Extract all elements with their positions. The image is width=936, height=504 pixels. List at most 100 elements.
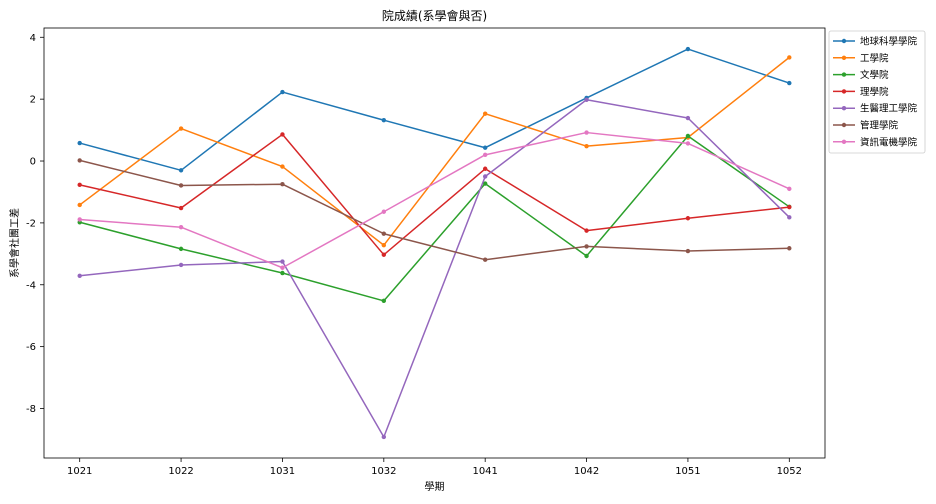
legend-swatch-marker [841, 122, 847, 128]
series-group [77, 132, 792, 257]
series-group [77, 97, 792, 440]
data-point [381, 242, 387, 248]
data-point [482, 152, 488, 158]
legend-box [828, 30, 926, 154]
data-point [787, 246, 792, 251]
series-line [79, 135, 790, 302]
data-point [178, 262, 184, 268]
data-point [584, 143, 589, 149]
y-tick-label: 0 [30, 157, 36, 168]
series-group [77, 130, 792, 270]
data-point [381, 434, 387, 440]
legend-label: 資訊電機學院 [860, 136, 918, 148]
series-line [79, 99, 790, 438]
data-point [482, 166, 488, 171]
legend-swatch-marker [841, 38, 847, 44]
data-point [381, 298, 387, 304]
data-point [685, 141, 691, 146]
data-point [685, 216, 691, 221]
data-point [381, 231, 387, 236]
data-point [178, 126, 184, 131]
data-point [77, 273, 82, 278]
y-axis-label: 系學會社團工差 [8, 208, 21, 278]
data-point [280, 270, 285, 276]
data-point [787, 215, 792, 220]
y-axis-ticks: 4 2 0 -2 -4 -6 -8 [26, 33, 44, 415]
data-point [584, 130, 589, 135]
data-point [685, 46, 691, 52]
x-tick-label: 1051 [675, 466, 700, 477]
data-point [685, 115, 691, 121]
chart-title: 院成績(系學會與否) [382, 9, 487, 23]
data-point [178, 183, 184, 188]
data-point [787, 80, 792, 86]
data-point [178, 168, 184, 173]
data-point [787, 55, 792, 60]
legend-label: 地球科學學院 [860, 36, 918, 48]
legend-label: 理學院 [860, 86, 889, 98]
x-tick-label: 1052 [777, 466, 802, 477]
y-tick-label: -8 [26, 404, 36, 415]
data-point [280, 132, 285, 137]
data-point [584, 228, 589, 233]
series-line [79, 159, 790, 261]
data-point [381, 209, 387, 214]
data-point [584, 244, 589, 249]
x-tick-label: 1032 [371, 466, 396, 477]
data-point [178, 225, 184, 230]
data-point [77, 140, 82, 146]
data-point [482, 111, 488, 116]
y-tick-label: -2 [26, 218, 36, 229]
legend-swatch-marker [841, 139, 847, 144]
legend-label: 工學院 [860, 52, 889, 64]
x-axis-label: 學期 [425, 480, 445, 493]
data-point [685, 133, 691, 139]
data-point [178, 205, 184, 211]
y-tick-label: -6 [26, 342, 36, 353]
legend-swatch-marker [841, 72, 847, 77]
x-axis-ticks: 1021 1022 1031 1032 1041 1042 1051 1052 [67, 458, 802, 477]
legend-swatch-marker [841, 89, 847, 94]
y-tick-label: -4 [26, 280, 36, 291]
data-point [482, 145, 488, 150]
legend-label: 生醫理工學院 [860, 103, 918, 115]
data-point [787, 186, 792, 192]
data-point [482, 257, 488, 262]
legend-swatch-marker [841, 106, 847, 111]
data-point [787, 204, 792, 210]
data-point [280, 164, 285, 169]
data-point [77, 182, 82, 188]
data-point [381, 252, 387, 257]
series-line [79, 56, 790, 246]
data-point [482, 181, 488, 186]
series-group [77, 158, 792, 262]
x-tick-label: 1041 [472, 466, 497, 477]
data-point [178, 246, 184, 252]
y-tick-label: 4 [30, 33, 36, 44]
x-tick-label: 1042 [574, 466, 599, 477]
series-line [79, 131, 790, 269]
data-point [280, 265, 285, 270]
data-point [381, 117, 387, 123]
y-tick-label: 2 [30, 95, 36, 106]
legend-label: 文學院 [860, 69, 889, 81]
series-line [79, 48, 790, 172]
x-tick-label: 1031 [270, 466, 295, 477]
data-point [280, 182, 285, 187]
data-point [584, 97, 589, 102]
data-point [280, 259, 285, 264]
data-point [77, 202, 82, 208]
legend-label: 管理學院 [860, 120, 899, 132]
data-point [77, 217, 82, 222]
x-tick-label: 1022 [168, 466, 193, 477]
data-point [280, 89, 285, 95]
data-point [584, 253, 589, 259]
x-tick-label: 1021 [67, 466, 92, 477]
legend-swatch-marker [841, 55, 847, 60]
data-point [77, 158, 82, 163]
data-point [685, 248, 691, 254]
series-line [79, 133, 790, 256]
